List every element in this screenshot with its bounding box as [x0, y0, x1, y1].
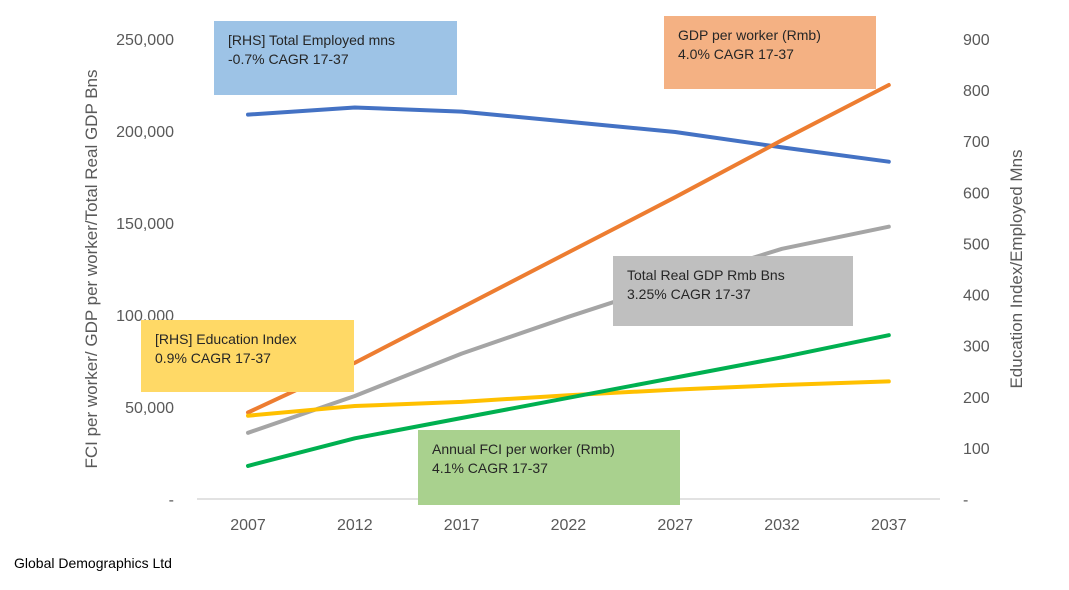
annotation-title: [RHS] Total Employed mns: [228, 32, 395, 48]
annotation-gdp_worker: GDP per worker (Rmb) 4.0% CAGR 17-37: [664, 16, 876, 89]
series-line-total_gdp: [246, 224, 891, 435]
x-tick-label: 2012: [337, 517, 373, 534]
left-tick-label: 150,000: [116, 216, 174, 233]
right-tick-label: 500: [963, 236, 990, 253]
annotation-total_gdp: Total Real GDP Rmb Bns 3.25% CAGR 17-37: [613, 256, 853, 326]
right-tick-label: 800: [963, 83, 990, 100]
right-axis-title: Education Index/Employed Mns: [1007, 149, 1026, 388]
annotation-box: [214, 21, 457, 95]
annotation-education: [RHS] Education Index 0.9% CAGR 17-37: [141, 320, 354, 392]
series-line-gdp_worker: [246, 83, 891, 415]
left-tick-label: 250,000: [116, 32, 174, 49]
series-line-fci_worker: [246, 333, 891, 468]
right-tick-label: 400: [963, 288, 990, 305]
annotation-title: Total Real GDP Rmb Bns: [627, 267, 785, 283]
x-tick-label: 2037: [871, 517, 907, 534]
annotation-box: [141, 320, 354, 392]
annotation-title: Annual FCI per worker (Rmb): [432, 441, 615, 457]
right-tick-label: 600: [963, 185, 990, 202]
x-tick-label: 2027: [657, 517, 693, 534]
annotation-cagr: 4.0% CAGR 17-37: [678, 46, 794, 62]
annotation-fci_worker: Annual FCI per worker (Rmb) 4.1% CAGR 17-…: [418, 430, 680, 505]
annotation-cagr: 3.25% CAGR 17-37: [627, 286, 751, 302]
annotation-cagr: 0.9% CAGR 17-37: [155, 350, 271, 366]
x-tick-label: 2017: [444, 517, 480, 534]
x-axis-ticks: 2007 2012 2017 2022 2027 2032 2037: [230, 517, 906, 534]
annotation-title: GDP per worker (Rmb): [678, 27, 821, 43]
x-tick-label: 2022: [551, 517, 587, 534]
right-tick-label: 200: [963, 390, 990, 407]
x-tick-label: 2007: [230, 517, 266, 534]
right-tick-label: 900: [963, 32, 990, 49]
annotation-title: [RHS] Education Index: [155, 331, 297, 347]
right-tick-label: 300: [963, 339, 990, 356]
annotation-cagr: 4.1% CAGR 17-37: [432, 460, 548, 476]
right-tick-label: 700: [963, 134, 990, 151]
left-tick-label: 200,000: [116, 124, 174, 141]
left-axis-title: FCI per worker/ GDP per worker/Total Rea…: [82, 69, 101, 468]
annotation-box: [418, 430, 680, 505]
right-tick-label: -: [963, 492, 968, 509]
right-axis-ticks: - 100 200 300 400 500 600 700 800 900: [963, 32, 990, 509]
series-line-education: [246, 379, 891, 418]
annotation-cagr: -0.7% CAGR 17-37: [228, 51, 349, 67]
source-credit: Global Demographics Ltd: [14, 555, 172, 571]
annotation-box: [613, 256, 853, 326]
left-tick-label: -: [169, 492, 174, 509]
annotation-employed: [RHS] Total Employed mns -0.7% CAGR 17-37: [214, 21, 457, 95]
annotation-box: [664, 16, 876, 89]
right-tick-label: 100: [963, 441, 990, 458]
x-tick-label: 2032: [764, 517, 800, 534]
annotations: [RHS] Total Employed mns -0.7% CAGR 17-37…: [141, 16, 876, 505]
left-tick-label: 50,000: [125, 400, 174, 417]
series-line-employed: [246, 105, 891, 164]
series-lines: [246, 83, 891, 468]
